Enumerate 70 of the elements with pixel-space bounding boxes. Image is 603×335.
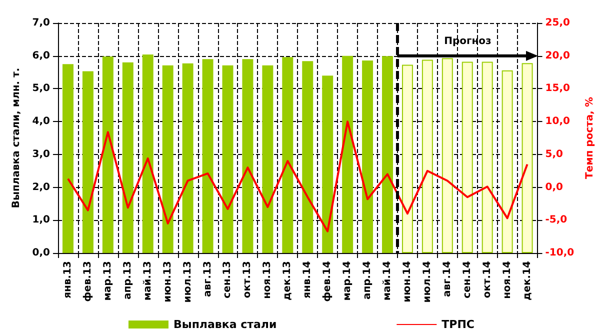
bar (82, 71, 94, 253)
bar (402, 64, 413, 253)
legend-label: Выплавка стали (173, 318, 277, 331)
x-tick-label: апр.14 (362, 260, 374, 300)
annotation: Прогноз (444, 36, 492, 47)
bar (162, 65, 174, 253)
line-series (66, 120, 528, 232)
bar (122, 62, 134, 253)
x-tick-label: авг.14 (442, 260, 453, 298)
x-tick-label: июл.14 (422, 260, 433, 303)
y-tick-label: 6,0 (32, 50, 50, 62)
y-axis-title: Выплавка стали, млн. т. (10, 68, 22, 208)
x-tick-label: ноя.13 (262, 260, 274, 299)
bar (462, 62, 473, 253)
bar (282, 57, 294, 253)
x-tick-label: мар.14 (342, 260, 354, 301)
bar (502, 70, 513, 253)
y2-tick-label: 5,0 (545, 148, 564, 160)
y2-tick-label: 15,0 (545, 83, 570, 94)
legend-label: ТРПС (442, 318, 475, 331)
y2-tick-label: -10,0 (545, 248, 574, 258)
x-tick-label: июн.13 (162, 260, 174, 302)
bar (102, 56, 114, 253)
bar (442, 58, 453, 253)
y-tick-label: 4,0 (32, 116, 50, 128)
bar (362, 60, 374, 253)
bar (302, 61, 314, 253)
bar (202, 59, 214, 253)
bar (142, 54, 154, 253)
y2-tick-label: -5,0 (545, 214, 568, 226)
bar (242, 59, 254, 253)
bar (382, 56, 393, 253)
x-tick-label: май.14 (382, 260, 394, 301)
y-tick-label: 0,0 (32, 248, 50, 258)
y2-axis-title: Темп роста, % (584, 97, 596, 179)
y-tick-label: 2,0 (32, 182, 50, 193)
bar (342, 56, 354, 253)
bar (62, 64, 74, 253)
x-tick-label: сен.14 (462, 260, 473, 298)
x-tick-label: мар.13 (102, 260, 114, 301)
bar (482, 62, 493, 253)
y2-tick-label: 10,0 (545, 116, 570, 128)
y-tick-label: 5,0 (32, 83, 50, 94)
x-tick-label: апр.13 (122, 260, 134, 300)
y2-tick-label: 0,0 (545, 182, 564, 193)
x-tick-label: май.13 (142, 260, 154, 301)
bar (422, 60, 433, 253)
bar (182, 63, 194, 253)
x-tick-label: фев.14 (322, 260, 334, 302)
bar (322, 76, 334, 253)
x-tick-label: июн.14 (402, 260, 413, 302)
bar (522, 63, 533, 253)
x-tick-label: фев.13 (82, 260, 94, 302)
x-tick-label: июл.13 (182, 260, 194, 303)
y2-tick-label: 20,0 (545, 50, 570, 62)
x-tick-label: янв.14 (302, 260, 314, 298)
x-tick-label: авг.13 (202, 260, 214, 298)
bar (262, 65, 274, 253)
y2-tick-label: 25,0 (545, 18, 570, 28)
y-tick-label: 7,0 (32, 18, 50, 28)
bar (222, 65, 234, 253)
x-tick-label: янв.13 (62, 260, 74, 298)
x-tick-label: окт.13 (242, 260, 254, 298)
y-tick-label: 1,0 (32, 214, 50, 226)
y-tick-label: 3,0 (32, 148, 50, 160)
x-tick-label: ноя.14 (502, 260, 513, 299)
x-tick-label: дек.14 (522, 260, 533, 300)
x-tick-label: сен.13 (222, 260, 234, 298)
x-tick-label: окт.14 (482, 260, 493, 298)
x-tick-label: дек.13 (282, 260, 294, 300)
